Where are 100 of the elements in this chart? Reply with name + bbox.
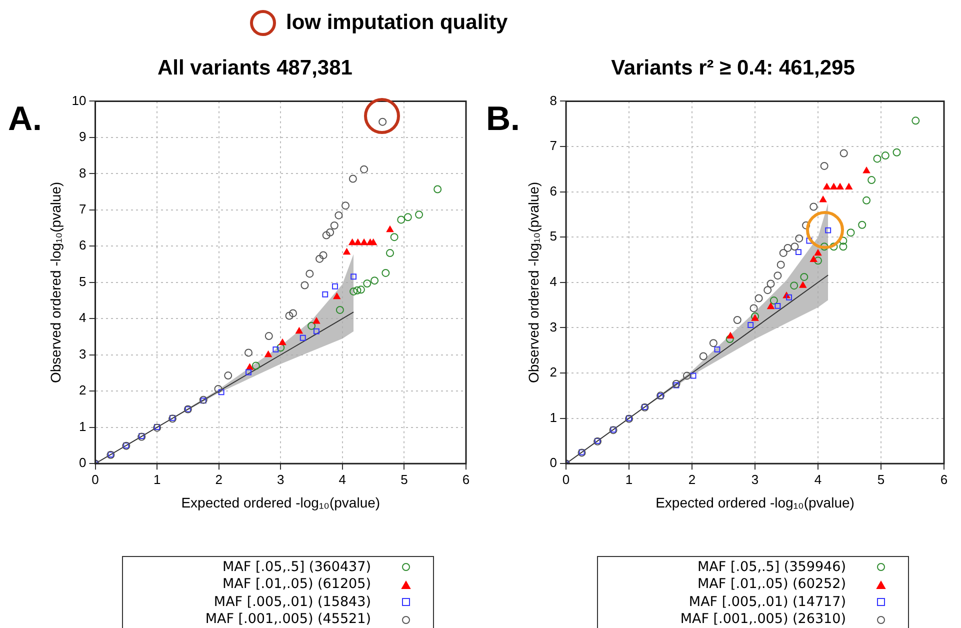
point <box>790 282 798 290</box>
y-tick-label: 10 <box>72 92 86 108</box>
point <box>799 282 806 288</box>
x-tick-label: 2 <box>688 472 696 487</box>
x-tick-label: 0 <box>562 472 570 487</box>
point <box>415 210 424 219</box>
point <box>244 348 252 357</box>
point <box>276 344 285 352</box>
x-tick-label: 0 <box>92 472 99 487</box>
point <box>779 248 788 257</box>
x-tick-label: 5 <box>877 472 885 487</box>
y-tick-label: 0 <box>550 455 558 470</box>
chart-title: Variants r² ≥ 0.4: 461,295 <box>611 56 856 80</box>
point <box>272 346 279 352</box>
y-tick-label: 3 <box>550 319 558 334</box>
y-tick-label: 8 <box>550 92 558 108</box>
point <box>802 221 810 230</box>
y-tick-label: 5 <box>550 228 558 244</box>
point <box>673 382 680 388</box>
point <box>767 302 774 310</box>
y-tick-label: 6 <box>79 238 86 253</box>
x-tick-label: 4 <box>338 472 346 487</box>
point <box>218 389 224 396</box>
point <box>390 233 398 242</box>
point <box>912 116 920 125</box>
point <box>370 238 377 246</box>
point <box>766 280 775 288</box>
point <box>774 272 782 280</box>
point <box>296 327 303 334</box>
point <box>386 226 394 232</box>
point <box>342 202 350 210</box>
point <box>278 338 286 346</box>
point <box>800 272 808 281</box>
x-tick-label: 6 <box>462 472 470 487</box>
point <box>288 309 297 318</box>
point <box>776 260 785 269</box>
point <box>336 306 344 314</box>
y-tick-label: 1 <box>550 410 558 425</box>
point <box>246 369 252 376</box>
point <box>690 372 696 379</box>
point <box>306 270 314 278</box>
point <box>714 346 720 352</box>
point <box>820 162 828 170</box>
point <box>348 174 357 183</box>
point <box>214 384 222 393</box>
y-tick-label: 1 <box>79 418 86 434</box>
point <box>873 154 882 163</box>
point <box>770 296 778 305</box>
legend-label: MAF [.005,.01) (15843) <box>214 594 371 610</box>
x-tick-label: 3 <box>277 472 284 487</box>
point <box>845 183 852 190</box>
point <box>356 286 365 294</box>
text: A. <box>8 100 42 139</box>
point <box>796 249 802 256</box>
point <box>839 242 848 251</box>
legend-label: MAF [.01,.05) (61205) <box>222 576 371 592</box>
point <box>332 283 338 290</box>
point <box>709 339 718 348</box>
point <box>386 249 394 258</box>
point <box>354 238 362 246</box>
point <box>434 185 442 194</box>
point <box>830 242 838 251</box>
point <box>810 256 818 262</box>
point <box>836 183 844 190</box>
y-tick-label: 9 <box>79 129 86 144</box>
point <box>316 254 324 263</box>
point <box>343 248 350 255</box>
point <box>862 196 871 204</box>
x-tick-label: 1 <box>153 472 161 487</box>
point <box>264 350 272 358</box>
point <box>334 211 343 220</box>
point <box>810 202 818 211</box>
point <box>330 222 338 230</box>
x-tick-label: 2 <box>215 472 222 487</box>
y-tick-label: 2 <box>79 382 86 398</box>
point <box>363 279 372 288</box>
point <box>764 286 772 294</box>
x-tick-label: 3 <box>751 472 759 487</box>
point <box>370 276 379 285</box>
point <box>786 294 792 300</box>
point <box>795 234 804 242</box>
point <box>748 322 754 328</box>
point <box>790 242 799 251</box>
point <box>751 314 759 321</box>
point <box>252 362 260 370</box>
y-axis-title: Observed ordered -log₁₀(pvalue) <box>47 182 64 383</box>
point <box>820 196 827 202</box>
point <box>846 228 855 237</box>
point <box>326 228 334 236</box>
point <box>312 318 320 324</box>
y-tick-label: 4 <box>79 310 86 326</box>
y-tick-label: 7 <box>79 202 86 216</box>
y-axis-title: Observed ordered -log₁₀(pvalue) <box>525 182 542 383</box>
point <box>840 149 848 158</box>
point <box>814 249 822 256</box>
point <box>322 231 330 240</box>
point <box>733 316 742 324</box>
point <box>360 238 368 246</box>
point <box>404 213 412 222</box>
x-tick-label: 5 <box>400 472 408 487</box>
